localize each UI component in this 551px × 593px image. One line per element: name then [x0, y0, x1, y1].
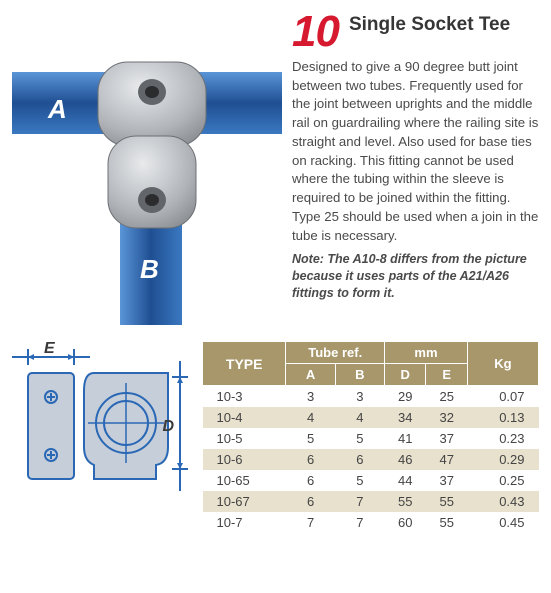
table-row: 10-676755550.43 — [203, 491, 539, 512]
col-mm: mm — [385, 342, 468, 364]
diagram-label-d: D — [162, 418, 174, 435]
bottom-section: E — [12, 341, 539, 533]
col-d: D — [385, 364, 426, 386]
cell-kg: 0.07 — [467, 386, 538, 408]
cell-d: 60 — [385, 512, 426, 533]
col-tube-ref: Tube ref. — [286, 342, 385, 364]
cell-d: 55 — [385, 491, 426, 512]
cell-a: 6 — [286, 449, 335, 470]
cell-kg: 0.29 — [467, 449, 538, 470]
col-a: A — [286, 364, 335, 386]
cell-type: 10-6 — [203, 449, 286, 470]
cell-e: 55 — [426, 491, 467, 512]
cell-kg: 0.13 — [467, 407, 538, 428]
cell-kg: 0.23 — [467, 428, 538, 449]
cell-b: 3 — [335, 386, 384, 408]
cell-e: 37 — [426, 428, 467, 449]
table-row: 10-44434320.13 — [203, 407, 539, 428]
cell-type: 10-67 — [203, 491, 286, 512]
product-info: 10 Single Socket Tee Designed to give a … — [292, 10, 539, 325]
table-row: 10-656544370.25 — [203, 470, 539, 491]
cell-e: 37 — [426, 470, 467, 491]
cell-a: 6 — [286, 491, 335, 512]
spec-table-wrap: TYPE Tube ref. mm Kg A B D E 10-33329250… — [202, 341, 539, 533]
cell-kg: 0.25 — [467, 470, 538, 491]
cell-b: 5 — [335, 470, 384, 491]
cell-a: 7 — [286, 512, 335, 533]
cell-b: 7 — [335, 491, 384, 512]
cell-kg: 0.43 — [467, 491, 538, 512]
product-description: Designed to give a 90 degree butt joint … — [292, 58, 539, 245]
col-type: TYPE — [203, 342, 286, 386]
cell-b: 5 — [335, 428, 384, 449]
cell-d: 29 — [385, 386, 426, 408]
cell-type: 10-65 — [203, 470, 286, 491]
cell-type: 10-5 — [203, 428, 286, 449]
cell-d: 46 — [385, 449, 426, 470]
cell-type: 10-4 — [203, 407, 286, 428]
cell-b: 6 — [335, 449, 384, 470]
cell-e: 55 — [426, 512, 467, 533]
product-photo: A B — [12, 40, 282, 325]
product-title: Single Socket Tee — [349, 14, 510, 36]
cell-a: 6 — [286, 470, 335, 491]
col-b: B — [335, 364, 384, 386]
cell-b: 4 — [335, 407, 384, 428]
cell-d: 34 — [385, 407, 426, 428]
page: A B 10 Single Socket Tee Designed to giv… — [0, 0, 551, 593]
cell-type: 10-7 — [203, 512, 286, 533]
table-row: 10-77760550.45 — [203, 512, 539, 533]
cell-b: 7 — [335, 512, 384, 533]
cell-a: 3 — [286, 386, 335, 408]
cell-e: 47 — [426, 449, 467, 470]
table-row: 10-66646470.29 — [203, 449, 539, 470]
photo-label-b: B — [140, 254, 159, 284]
cell-e: 25 — [426, 386, 467, 408]
diagram-label-e: E — [44, 341, 56, 357]
cell-d: 44 — [385, 470, 426, 491]
table-row: 10-33329250.07 — [203, 386, 539, 408]
photo-label-a: A — [47, 94, 67, 124]
cell-a: 4 — [286, 407, 335, 428]
cell-d: 41 — [385, 428, 426, 449]
col-e: E — [426, 364, 467, 386]
cell-type: 10-3 — [203, 386, 286, 408]
dimension-diagram: E — [12, 341, 190, 501]
product-note: Note: The A10-8 differs from the picture… — [292, 251, 539, 302]
spec-table: TYPE Tube ref. mm Kg A B D E 10-33329250… — [202, 341, 539, 533]
cell-kg: 0.45 — [467, 512, 538, 533]
top-section: A B 10 Single Socket Tee Designed to giv… — [12, 10, 539, 325]
table-row: 10-55541370.23 — [203, 428, 539, 449]
cell-e: 32 — [426, 407, 467, 428]
cell-a: 5 — [286, 428, 335, 449]
col-kg: Kg — [467, 342, 538, 386]
product-number: 10 — [292, 10, 339, 54]
